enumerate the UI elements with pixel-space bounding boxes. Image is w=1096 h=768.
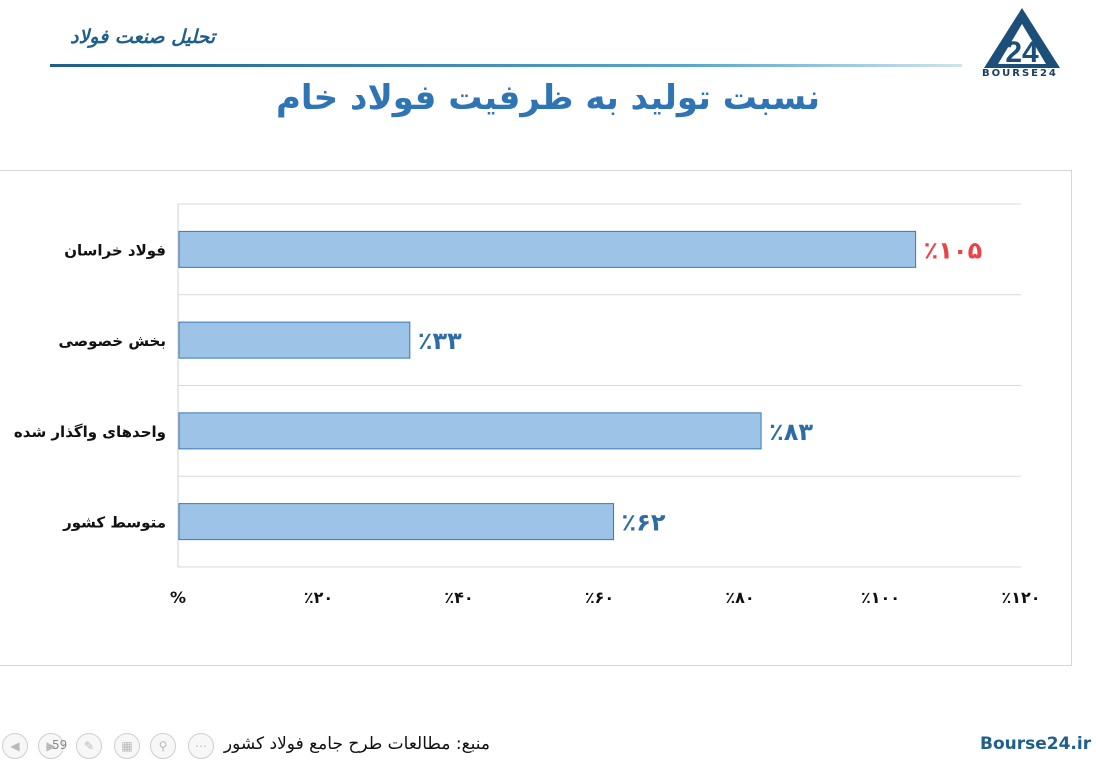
x-tick-label: ٪۱۰۰ bbox=[861, 588, 900, 607]
page-number: 59 bbox=[52, 738, 68, 752]
bourse24-logo: 24 bbox=[984, 8, 1060, 69]
site-link[interactable]: Bourse24.ir bbox=[980, 734, 1092, 754]
category-label: بخش خصوصی bbox=[58, 332, 166, 350]
data-label: ٪۳۳ bbox=[418, 327, 462, 355]
category-label: متوسط کشور bbox=[62, 514, 166, 532]
slides-grid-icon[interactable]: ▦ bbox=[114, 733, 140, 759]
data-label: ٪۶۲ bbox=[622, 509, 666, 537]
prev-slide-icon[interactable]: ◀ bbox=[2, 733, 28, 759]
data-label: ٪۸۳ bbox=[769, 418, 813, 446]
bar-chart: فولاد خراسان ٪۱۰۵ بخش خصوصی ٪۳۳ واحدهای واگذ… bbox=[14, 203, 1041, 607]
logo-text: BOURSE24 bbox=[982, 68, 1058, 79]
chart-title: نسبت تولید به ظرفیت فولاد خام bbox=[275, 78, 821, 118]
source-note: منبع: مطالعات طرح جامع فولاد کشور bbox=[223, 734, 490, 754]
category-label: واحدهای واگذار شده bbox=[14, 423, 166, 441]
svg-text:24: 24 bbox=[1005, 36, 1039, 69]
header-divider bbox=[50, 64, 962, 67]
x-tick-label: ٪۱۲۰ bbox=[1001, 588, 1040, 607]
x-tick-label: ٪۸۰ bbox=[725, 588, 754, 607]
zoom-icon[interactable]: ⚲ bbox=[150, 733, 176, 759]
x-tick-label: ٪۶۰ bbox=[585, 588, 614, 607]
category-label: فولاد خراسان bbox=[64, 241, 166, 259]
x-tick-label: ٪۴۰ bbox=[444, 588, 473, 607]
bar bbox=[178, 412, 762, 450]
chart-frame bbox=[0, 170, 1072, 666]
x-tick-label: % bbox=[170, 588, 186, 607]
bar bbox=[178, 321, 411, 359]
data-label: ٪۱۰۵ bbox=[924, 236, 983, 264]
pen-icon[interactable]: ✎ bbox=[76, 733, 102, 759]
bar bbox=[178, 503, 615, 541]
next-slide-icon[interactable]: ▶ bbox=[38, 733, 64, 759]
x-tick-label: ٪۲۰ bbox=[304, 588, 333, 607]
header-title: تحلیل صنعت فولاد bbox=[70, 26, 216, 48]
bar bbox=[178, 230, 917, 268]
more-options-icon[interactable]: ⋯ bbox=[188, 733, 214, 759]
